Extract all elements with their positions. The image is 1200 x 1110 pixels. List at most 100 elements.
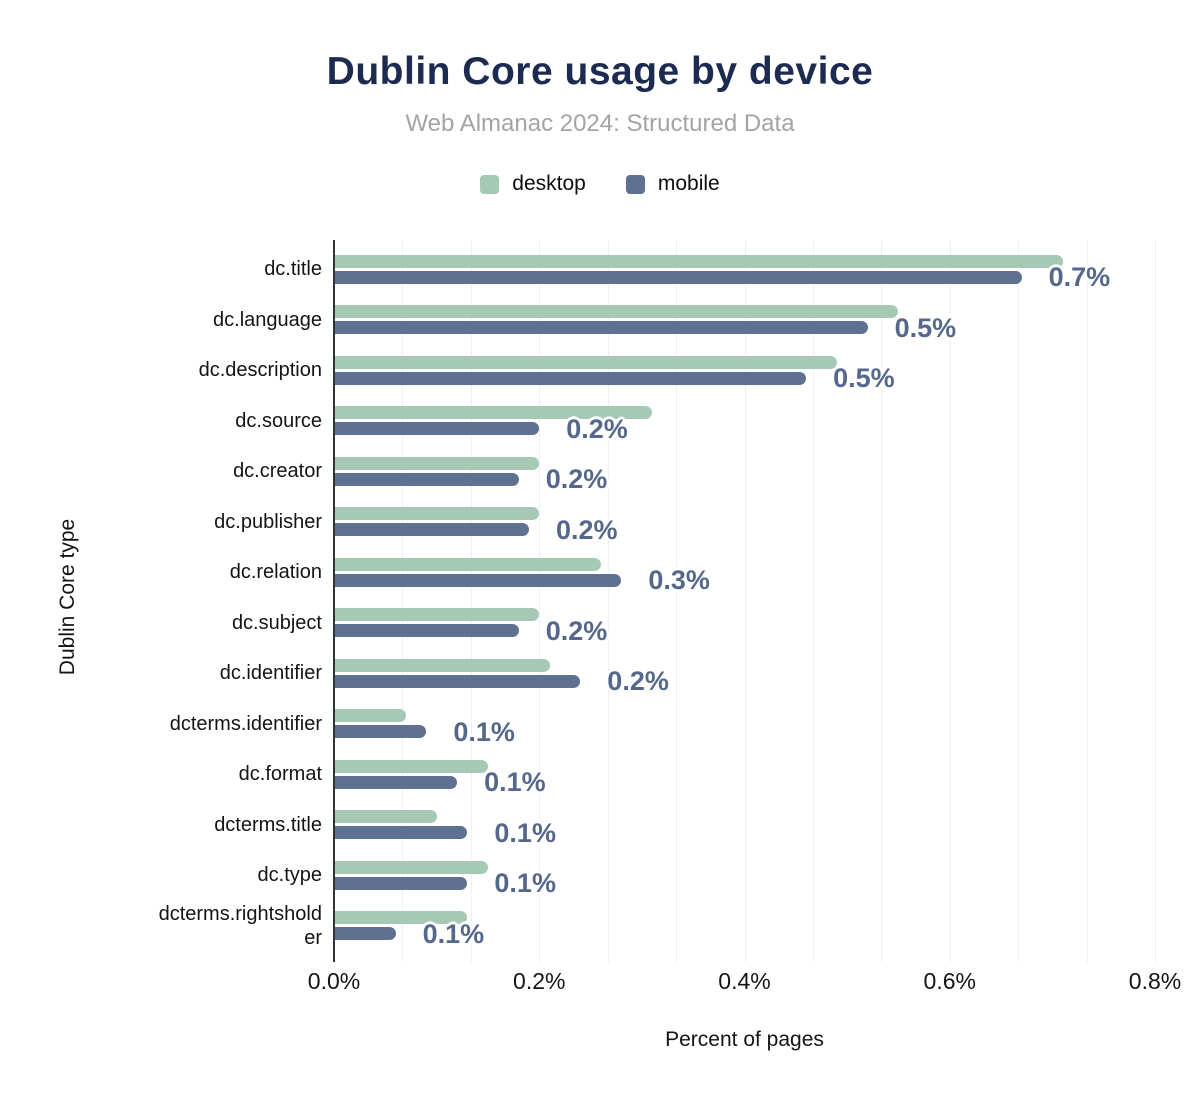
desktop-bar[interactable] xyxy=(334,456,540,470)
chart-row: dc.creator 0.2% xyxy=(233,446,1155,497)
mobile-bar[interactable] xyxy=(334,775,458,789)
bar-rows: dc.title 0.7% dc.language 0.5% dc.descriptio… xyxy=(159,244,1155,952)
mobile-bar[interactable] xyxy=(334,725,427,739)
desktop-bar[interactable] xyxy=(334,608,540,622)
category-label: dc.relation xyxy=(229,561,322,584)
gridline xyxy=(1018,240,1020,962)
gridline xyxy=(1155,240,1156,962)
chart-row: dc.publisher 0.2% xyxy=(214,497,1155,548)
x-tick-label: 0.8% xyxy=(1128,968,1182,994)
value-label: 0.3% xyxy=(648,565,710,595)
gridline xyxy=(812,240,814,962)
mobile-bar[interactable] xyxy=(334,826,468,840)
mobile-bar[interactable] xyxy=(334,523,529,537)
gridline xyxy=(676,240,678,962)
value-label: 0.2% xyxy=(555,514,618,545)
value-label: 0.1% xyxy=(494,868,556,898)
chart-row: dcterms.rightshold er 0.1% xyxy=(159,901,1155,952)
desktop-bar[interactable] xyxy=(334,911,468,925)
mobile-bar[interactable] xyxy=(334,573,622,587)
desktop-bar[interactable] xyxy=(334,759,488,773)
plot-area: dc.title 0.7% dc.language 0.5% dc.descriptio… xyxy=(159,240,1156,962)
chart-row: dc.language 0.5% xyxy=(213,295,1155,346)
value-label: 0.1% xyxy=(422,918,485,949)
legend-item-desktop[interactable]: desktop xyxy=(480,172,586,196)
mobile-bar[interactable] xyxy=(334,876,468,890)
chart-row: dcterms.identifier 0.1% xyxy=(170,699,1155,750)
chart-row: dc.format 0.1% xyxy=(239,749,1155,800)
x-tick-label: 0.4% xyxy=(718,968,771,994)
category-label: dc.format xyxy=(238,763,322,786)
chart-row: dc.title 0.7% xyxy=(264,244,1155,295)
legend: desktop mobile xyxy=(0,172,1200,196)
mobile-swatch-icon xyxy=(625,174,645,194)
value-label: 0.2% xyxy=(545,464,608,494)
chart-row: dc.identifier 0.2% xyxy=(220,648,1155,699)
desktop-bar[interactable] xyxy=(334,254,1063,268)
legend-label: desktop xyxy=(512,172,586,195)
mobile-bar[interactable] xyxy=(334,674,581,688)
gridline xyxy=(607,240,609,962)
value-label: 0.1% xyxy=(484,767,546,797)
desktop-bar[interactable] xyxy=(334,860,488,874)
mobile-bar[interactable] xyxy=(334,624,519,638)
chart-title: Dublin Core usage by device xyxy=(326,50,874,93)
gridline xyxy=(949,240,951,962)
category-label: dc.type xyxy=(257,864,322,887)
chart-row: dc.source 0.2% xyxy=(235,396,1155,447)
desktop-bar[interactable] xyxy=(334,355,837,369)
chart-row: dc.subject 0.2% xyxy=(232,598,1155,649)
desktop-bar[interactable] xyxy=(334,507,540,521)
mobile-bar[interactable] xyxy=(334,270,1022,284)
desktop-bar[interactable] xyxy=(334,709,406,723)
category-label: dc.subject xyxy=(231,611,322,634)
mobile-bar[interactable] xyxy=(334,422,540,436)
x-tick-label: 0.2% xyxy=(513,968,566,994)
desktop-bar[interactable] xyxy=(334,406,653,420)
x-axis-title: Percent of pages xyxy=(665,1028,824,1051)
desktop-bar[interactable] xyxy=(334,305,899,319)
gridline xyxy=(402,240,404,962)
value-label: 0.1% xyxy=(494,817,556,848)
category-label: dc.title xyxy=(264,258,322,281)
category-label: dcterms.rightshold er xyxy=(158,902,322,949)
category-label: dc.creator xyxy=(233,460,322,483)
value-label: 0.7% xyxy=(1048,262,1111,292)
chart-row: dc.relation 0.3% xyxy=(230,547,1155,598)
legend-label: mobile xyxy=(657,172,720,195)
gridline xyxy=(744,240,746,962)
chart-row: dcterms.title 0.1% xyxy=(214,800,1155,851)
chart-row: dc.type 0.1% xyxy=(258,850,1155,901)
mobile-bar[interactable] xyxy=(334,927,396,941)
chart-row: dc.description 0.5% xyxy=(199,345,1155,396)
category-label: dcterms.title xyxy=(214,813,322,836)
category-label: dc.publisher xyxy=(214,510,322,533)
y-axis-title: Dublin Core type xyxy=(56,518,79,676)
value-label: 0.1% xyxy=(453,716,515,747)
category-label: dcterms.identifier xyxy=(169,712,322,735)
value-label: 0.5% xyxy=(833,363,895,393)
gridline xyxy=(470,240,472,962)
desktop-swatch-icon xyxy=(480,174,500,194)
category-label: dc.identifier xyxy=(219,662,322,685)
mobile-bar[interactable] xyxy=(334,321,868,335)
mobile-bar[interactable] xyxy=(334,371,807,385)
value-label: 0.2% xyxy=(566,413,628,444)
gridline xyxy=(881,240,883,962)
x-tick-label: 0.6% xyxy=(923,968,976,994)
mobile-bar[interactable] xyxy=(334,472,519,486)
desktop-bar[interactable] xyxy=(334,658,550,672)
y-axis-line xyxy=(333,240,335,962)
category-label: dc.language xyxy=(213,308,322,331)
gridline xyxy=(539,240,541,962)
gridline xyxy=(1086,240,1088,962)
desktop-bar[interactable] xyxy=(334,557,601,571)
chart-subtitle: Web Almanac 2024: Structured Data xyxy=(405,110,795,137)
value-label: 0.2% xyxy=(545,615,608,646)
value-label: 0.5% xyxy=(894,312,957,343)
legend-item-mobile[interactable]: mobile xyxy=(625,172,720,196)
category-label: dc.source xyxy=(235,409,322,432)
desktop-bar[interactable] xyxy=(334,810,437,824)
value-label: 0.2% xyxy=(607,666,669,696)
